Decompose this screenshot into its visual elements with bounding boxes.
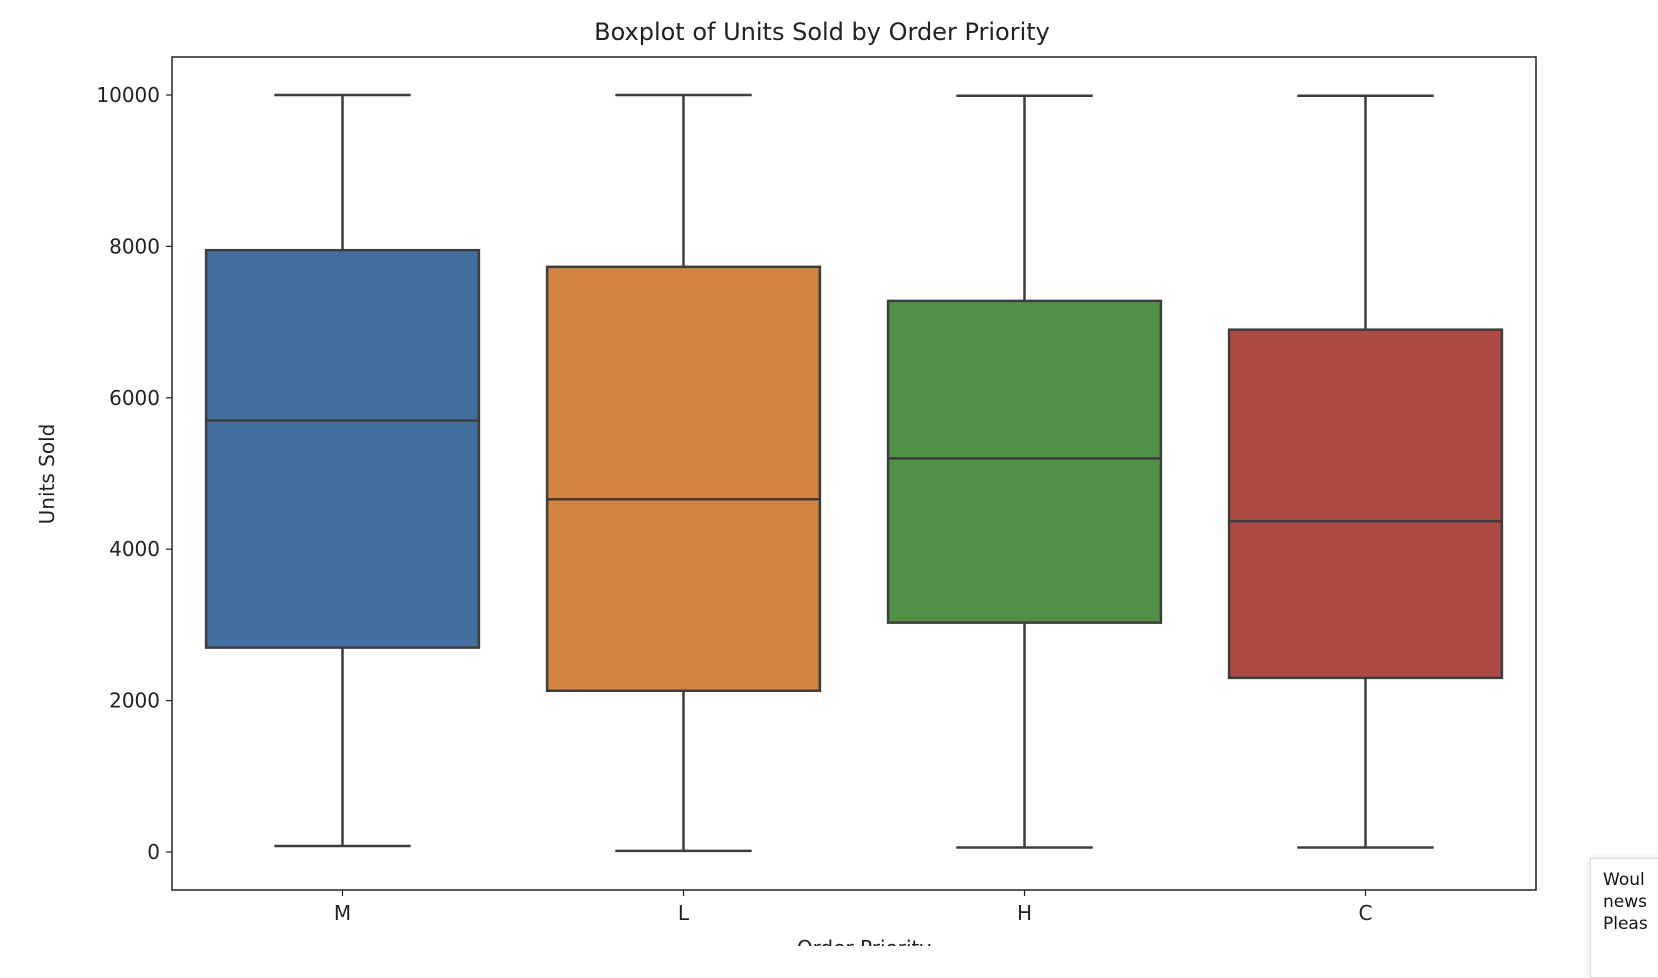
x-tick-label-h: H <box>1017 901 1032 925</box>
plot-area: M L H C 0 2000 4000 6000 8000 10000 <box>96 56 1537 925</box>
box-l <box>545 265 822 693</box>
chart-title: Boxplot of Units Sold by Order Priority <box>594 18 1050 46</box>
notification-popup[interactable]: Woul news Pleas <box>1590 858 1658 978</box>
y-tick-label-0: 0 <box>147 840 160 864</box>
y-tick-label-2000: 2000 <box>109 689 160 713</box>
notification-line-1: Woul <box>1603 870 1645 890</box>
y-tick-label-10000: 10000 <box>96 83 160 107</box>
y-tick-label-8000: 8000 <box>109 234 160 258</box>
plot-frame <box>171 56 1537 891</box>
x-tick-label-c: C <box>1359 901 1373 925</box>
notification-line-3: Pleas <box>1603 914 1648 934</box>
y-tick-label-6000: 6000 <box>109 386 160 410</box>
chart: M L H C 0 2000 4000 6000 8000 10000 Boxplot of Un… <box>35 18 1537 946</box>
x-tick-label-l: L <box>678 901 690 925</box>
y-tick-label-4000: 4000 <box>109 537 160 561</box>
x-tick-label-m: M <box>334 901 351 925</box>
x-axis-label: Order Priority <box>797 936 932 946</box>
box-c <box>1227 328 1504 680</box>
notification-line-2: news <box>1603 892 1647 912</box>
box-h <box>886 299 1163 624</box>
y-axis-label: Units Sold <box>35 424 59 525</box>
box-m <box>204 248 481 649</box>
